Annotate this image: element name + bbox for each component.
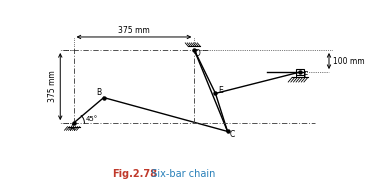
Text: F: F xyxy=(303,71,308,80)
Text: B: B xyxy=(96,88,101,97)
Text: Six-bar chain: Six-bar chain xyxy=(145,169,216,179)
Text: C: C xyxy=(230,130,235,139)
Text: E: E xyxy=(218,86,223,95)
Text: Fig.2.78: Fig.2.78 xyxy=(112,169,157,179)
Text: 100 mm: 100 mm xyxy=(333,57,364,66)
Text: A: A xyxy=(70,124,75,133)
Text: D: D xyxy=(194,49,200,58)
Bar xyxy=(296,69,304,75)
Text: 375 mm: 375 mm xyxy=(118,26,150,35)
Text: 45°: 45° xyxy=(86,116,98,122)
Text: 375 mm: 375 mm xyxy=(48,71,57,102)
